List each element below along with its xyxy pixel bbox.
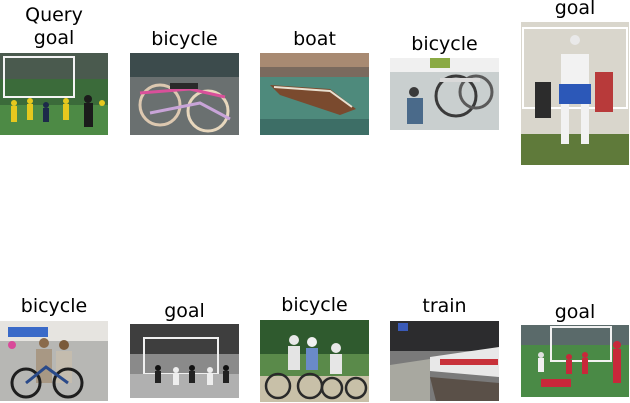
item-label: goal bbox=[554, 301, 596, 323]
soccer-red-white-image bbox=[521, 325, 629, 397]
result-image bbox=[0, 321, 108, 401]
soccer-header-image bbox=[521, 22, 629, 165]
item-label: bicycle bbox=[281, 294, 348, 316]
result-image bbox=[130, 324, 239, 398]
result-image bbox=[521, 325, 629, 397]
bicycle-image bbox=[130, 53, 239, 135]
item-label: goal bbox=[164, 300, 205, 322]
result-image bbox=[390, 321, 499, 401]
boat-image bbox=[260, 53, 369, 135]
bicycle-shop-image bbox=[0, 321, 108, 401]
family-bicycles-image bbox=[260, 320, 369, 402]
result-image bbox=[260, 53, 369, 135]
result-image bbox=[521, 22, 629, 165]
bicycle-repair-image bbox=[390, 58, 499, 130]
item-label: bicycle bbox=[151, 28, 218, 50]
item-label: bicycle bbox=[20, 295, 88, 317]
bw-soccer-goal-image bbox=[130, 324, 239, 398]
item-label: bicycle bbox=[411, 33, 478, 55]
soccer-goal-image bbox=[0, 53, 108, 135]
item-label: Query goal bbox=[25, 4, 83, 49]
train-station-image bbox=[390, 321, 499, 401]
item-label: boat bbox=[293, 28, 336, 50]
query-image bbox=[0, 53, 108, 135]
result-image bbox=[390, 58, 499, 130]
item-label: goal bbox=[554, 0, 596, 19]
item-label: train bbox=[422, 295, 467, 317]
result-image bbox=[260, 320, 369, 402]
result-image bbox=[130, 53, 239, 135]
